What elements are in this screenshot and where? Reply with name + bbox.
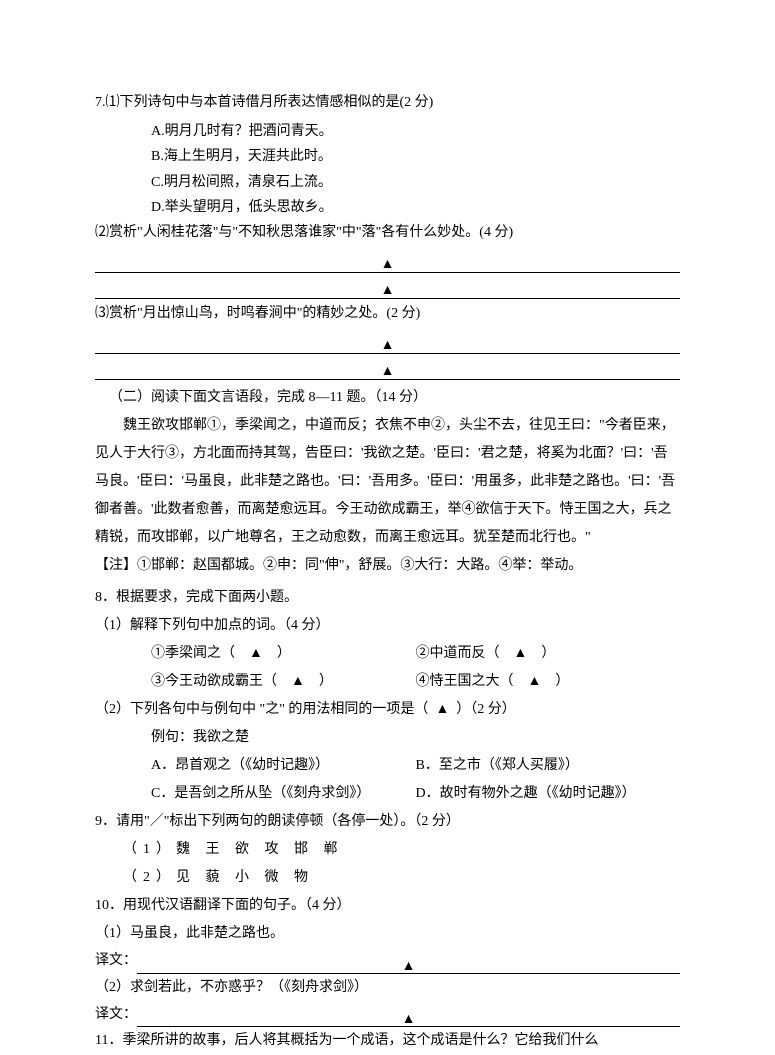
q9-stem: 9．请用"／"标出下列两句的朗读停顿（各停一处）。（2 分） <box>95 808 680 836</box>
q7-part3: ⑶赏析"月出惊山鸟，时鸣春涧中"的精妙之处。(2 分) <box>95 301 680 326</box>
q8-example: 例句：我欲之楚 <box>95 724 680 752</box>
q8-blanks-row1: ①季梁闻之（ ▲ ） ②中道而反（ ▲ ） <box>95 640 680 668</box>
answer-underline[interactable]: ▲ <box>137 954 680 974</box>
q8-opt-d: D．故时有物外之趣（《幼时记趣》） <box>416 780 681 808</box>
triangle-icon: ▲ <box>381 365 395 379</box>
q8-part2: （2）下列各句中与例句中 "之" 的用法相同的一项是（ ▲ ）（2 分） <box>95 696 680 724</box>
answer-line[interactable]: ▲ <box>95 330 680 354</box>
q7-opt-c: C.明月松间照，清泉石上流。 <box>95 170 680 195</box>
triangle-icon: ▲ <box>291 674 305 689</box>
translation-line-1[interactable]: 译文： ▲ <box>95 948 680 973</box>
q8-blanks-row2: ③今王动欲成霸王（ ▲ ） ④恃王国之大（ ▲ ） <box>95 668 680 696</box>
section-2: （二）阅读下面文言语段，完成 8—11 题。（14 分） 魏王欲攻邯郸①，季梁闻… <box>95 384 680 580</box>
triangle-icon: ▲ <box>381 339 395 353</box>
section2-title: （二）阅读下面文言语段，完成 8—11 题。（14 分） <box>95 384 680 412</box>
q8-part1: （1）解释下列句中加点的词。（4 分） <box>95 612 680 640</box>
triangle-icon: ▲ <box>402 1013 416 1027</box>
q8-blank2[interactable]: ②中道而反（ ▲ ） <box>416 640 681 668</box>
question-8: 8．根据要求，完成下面两小题。 （1）解释下列句中加点的词。（4 分） ①季梁闻… <box>95 584 680 808</box>
translation-label: 译文： <box>95 948 137 973</box>
answer-line[interactable]: ▲ <box>95 275 680 299</box>
question-7: 7.⑴下列诗句中与本首诗借月所表达情感相似的是(2 分) A.明月几时有？把酒问… <box>95 90 680 380</box>
q7-opt-a: A.明月几时有？把酒问青天。 <box>95 119 680 144</box>
q10-sentence1: （1）马虽良，此非楚之路也。 <box>95 920 680 948</box>
q7-part2: ⑵赏析"人闲桂花落"与"不知秋思落谁家"中"落"各有什么妙处。(4 分) <box>95 220 680 245</box>
translation-line-2[interactable]: 译文： ▲ <box>95 1002 680 1027</box>
q10-stem: 10．用现代汉语翻译下面的句子。（4 分） <box>95 892 680 920</box>
q7-opt-d: D.举头望明月，低头思故乡。 <box>95 195 680 220</box>
q8-stem: 8．根据要求，完成下面两小题。 <box>95 584 680 612</box>
question-10: 10．用现代汉语翻译下面的句子。（4 分） （1）马虽良，此非楚之路也。 译文：… <box>95 892 680 1026</box>
triangle-icon: ▲ <box>435 702 449 717</box>
q7-stem: 7.⑴下列诗句中与本首诗借月所表达情感相似的是(2 分) <box>95 90 680 115</box>
answer-line[interactable]: ▲ <box>95 249 680 273</box>
answer-line[interactable]: ▲ <box>95 356 680 380</box>
q7-opt-b: B.海上生明月，天涯共此时。 <box>95 144 680 169</box>
q10-sentence2: （2）求剑若此，不亦惑乎？（《刻舟求剑》） <box>95 974 680 1002</box>
triangle-icon: ▲ <box>381 258 395 272</box>
q8-options-row2: C．是吾剑之所从坠（《刻舟求剑》） D．故时有物外之趣（《幼时记趣》） <box>95 780 680 808</box>
triangle-icon: ▲ <box>514 646 528 661</box>
q8-opt-c: C．是吾剑之所从坠（《刻舟求剑》） <box>151 780 416 808</box>
q9-sentence1[interactable]: （1）魏 王 欲 攻 邯 郸 <box>95 836 680 864</box>
q8-blank4[interactable]: ④恃王国之大（ ▲ ） <box>416 668 681 696</box>
question-9: 9．请用"／"标出下列两句的朗读停顿（各停一处）。（2 分） （1）魏 王 欲 … <box>95 808 680 892</box>
triangle-icon: ▲ <box>528 674 542 689</box>
q8-blank1[interactable]: ①季梁闻之（ ▲ ） <box>151 640 416 668</box>
triangle-icon: ▲ <box>381 284 395 298</box>
triangle-icon: ▲ <box>249 646 263 661</box>
q8-opt-b: B．至之市（《郑人买履》） <box>416 752 681 780</box>
passage-text: 魏王欲攻邯郸①，季梁闻之，中道而反；衣焦不申②，头尘不去，往见王曰："今者臣来，… <box>95 412 680 552</box>
triangle-icon: ▲ <box>402 960 416 974</box>
q8-opt-a: A．昂首观之（《幼时记趣》） <box>151 752 416 780</box>
question-11: 11．季梁所讲的故事，后人将其概括为一个成语，这个成语是什么？它给我们什么 <box>95 1027 680 1055</box>
passage-note: 【注】①邯郸：赵国都城。②申：同"伸"，舒展。③大行：大路。④举：举动。 <box>95 552 680 580</box>
q8-options-row1: A．昂首观之（《幼时记趣》） B．至之市（《郑人买履》） <box>95 752 680 780</box>
q8-blank3[interactable]: ③今王动欲成霸王（ ▲ ） <box>151 668 416 696</box>
answer-underline[interactable]: ▲ <box>137 1007 680 1027</box>
translation-label: 译文： <box>95 1002 137 1027</box>
q11-stem: 11．季梁所讲的故事，后人将其概括为一个成语，这个成语是什么？它给我们什么 <box>95 1027 680 1055</box>
q9-sentence2[interactable]: （2）见 藐 小 微 物 <box>95 864 680 892</box>
